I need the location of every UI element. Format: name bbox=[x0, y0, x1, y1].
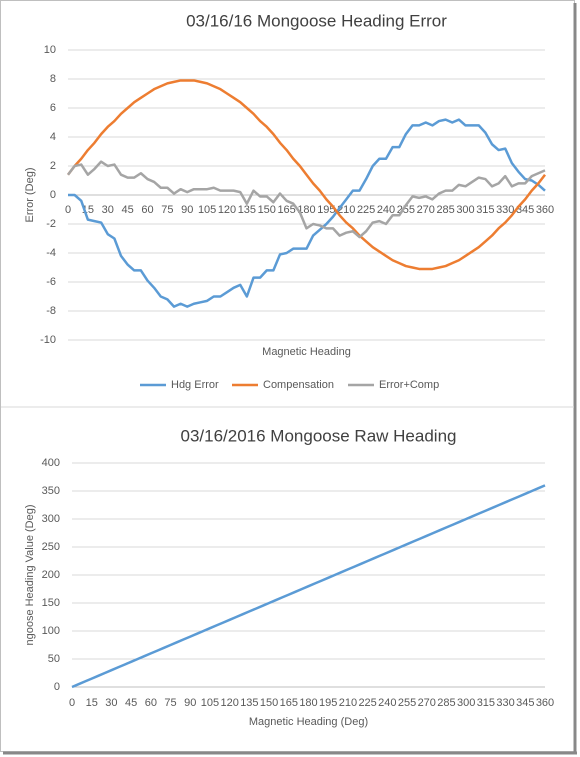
legend-label: Hdg Error bbox=[171, 379, 219, 391]
x-tick-label: 150 bbox=[260, 697, 278, 709]
chart-title: 03/16/16 Mongoose Heading Error bbox=[186, 11, 447, 30]
x-tick-label: 285 bbox=[436, 204, 454, 216]
y-tick-label: 400 bbox=[42, 457, 60, 469]
x-tick-label: 0 bbox=[69, 697, 75, 709]
x-axis-title: Magnetic Heading bbox=[262, 346, 351, 358]
x-tick-label: 150 bbox=[258, 204, 276, 216]
x-tick-label: 15 bbox=[86, 697, 98, 709]
y-tick-label: 150 bbox=[42, 597, 60, 609]
x-tick-label: 60 bbox=[141, 204, 153, 216]
y-tick-label: 0 bbox=[50, 189, 56, 201]
y-axis-title: ngoose Heading Value (Deg) bbox=[24, 504, 36, 645]
y-tick-label: 250 bbox=[42, 541, 60, 553]
y-tick-label: -8 bbox=[46, 305, 56, 317]
x-tick-label: 30 bbox=[102, 204, 114, 216]
x-axis-title: Magnetic Heading (Deg) bbox=[249, 716, 368, 728]
x-tick-label: 330 bbox=[496, 697, 514, 709]
x-tick-label: 315 bbox=[476, 204, 494, 216]
y-tick-label: 0 bbox=[54, 681, 60, 693]
y-tick-label: -6 bbox=[46, 276, 56, 288]
y-tick-label: 350 bbox=[42, 485, 60, 497]
y-tick-label: 4 bbox=[50, 131, 56, 143]
x-tick-label: 345 bbox=[516, 204, 534, 216]
y-tick-label: 100 bbox=[42, 625, 60, 637]
x-tick-label: 240 bbox=[378, 697, 396, 709]
y-tick-label: 300 bbox=[42, 513, 60, 525]
x-tick-label: 345 bbox=[516, 697, 534, 709]
y-tick-label: -2 bbox=[46, 218, 56, 230]
y-axis-title: Error (Deg) bbox=[24, 167, 36, 222]
series-line bbox=[68, 118, 546, 308]
x-tick-label: 195 bbox=[319, 697, 337, 709]
y-tick-label: -10 bbox=[40, 334, 56, 346]
x-tick-label: 135 bbox=[240, 697, 258, 709]
x-tick-label: 270 bbox=[417, 204, 435, 216]
x-tick-label: 270 bbox=[418, 697, 436, 709]
series-line bbox=[67, 79, 546, 271]
x-tick-label: 90 bbox=[184, 697, 196, 709]
y-tick-label: -4 bbox=[46, 247, 56, 259]
legend-label: Error+Comp bbox=[379, 379, 439, 391]
x-tick-label: 120 bbox=[218, 204, 236, 216]
x-tick-label: 105 bbox=[198, 204, 216, 216]
chart-title: 03/16/2016 Mongoose Raw Heading bbox=[181, 426, 457, 445]
y-tick-label: 200 bbox=[42, 569, 60, 581]
y-tick-label: 10 bbox=[44, 44, 56, 56]
x-tick-label: 225 bbox=[358, 697, 376, 709]
x-tick-label: 165 bbox=[280, 697, 298, 709]
x-tick-label: 165 bbox=[277, 204, 295, 216]
x-tick-label: 45 bbox=[122, 204, 134, 216]
x-tick-label: 360 bbox=[536, 204, 554, 216]
x-tick-label: 255 bbox=[398, 697, 416, 709]
x-tick-label: 210 bbox=[339, 697, 357, 709]
x-tick-label: 45 bbox=[125, 697, 137, 709]
y-tick-label: 2 bbox=[50, 160, 56, 172]
x-tick-label: 180 bbox=[299, 697, 317, 709]
x-tick-label: 120 bbox=[220, 697, 238, 709]
y-tick-label: 6 bbox=[50, 102, 56, 114]
x-tick-label: 60 bbox=[145, 697, 157, 709]
x-tick-label: 135 bbox=[238, 204, 256, 216]
legend-label: Compensation bbox=[263, 379, 334, 391]
x-tick-label: 330 bbox=[496, 204, 514, 216]
x-tick-label: 75 bbox=[164, 697, 176, 709]
x-tick-label: 90 bbox=[181, 204, 193, 216]
x-tick-label: 360 bbox=[536, 697, 554, 709]
x-tick-label: 30 bbox=[105, 697, 117, 709]
x-tick-label: 105 bbox=[201, 697, 219, 709]
x-tick-label: 240 bbox=[377, 204, 395, 216]
x-tick-label: 300 bbox=[457, 697, 475, 709]
series-line bbox=[67, 160, 546, 239]
x-tick-label: 300 bbox=[456, 204, 474, 216]
y-tick-label: 50 bbox=[48, 653, 60, 665]
x-tick-label: 315 bbox=[477, 697, 495, 709]
y-tick-label: 8 bbox=[50, 73, 56, 85]
x-tick-label: 75 bbox=[161, 204, 173, 216]
x-tick-label: 195 bbox=[317, 204, 335, 216]
x-tick-label: 180 bbox=[297, 204, 315, 216]
x-tick-label: 225 bbox=[357, 204, 375, 216]
series-line bbox=[71, 484, 546, 689]
x-tick-label: 0 bbox=[65, 204, 71, 216]
x-tick-label: 285 bbox=[437, 697, 455, 709]
